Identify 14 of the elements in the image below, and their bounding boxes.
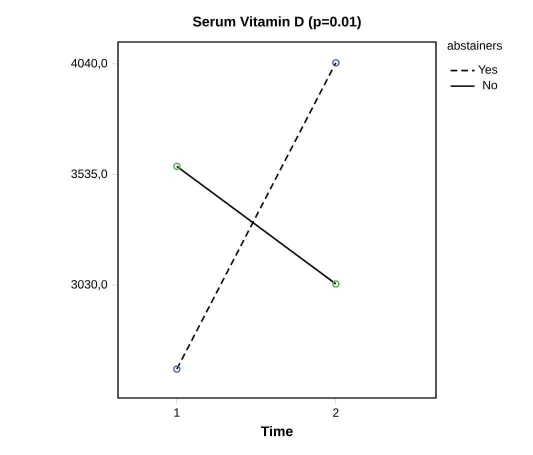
legend-title: abstainers <box>448 40 502 50</box>
point <box>332 280 340 288</box>
y-tick-label: 4040,0 <box>71 58 108 69</box>
y-tick-label: 3030,0 <box>71 280 108 290</box>
point <box>173 162 181 170</box>
point <box>332 59 340 67</box>
legend-label: Yes <box>478 65 498 74</box>
point <box>173 365 181 373</box>
x-tick-label: 2 <box>333 408 339 417</box>
y-tick-label: 3535,0 <box>71 170 108 180</box>
legend-label: No <box>483 80 498 90</box>
x-tick-label: 1 <box>174 408 180 417</box>
x-axis-title: Time <box>260 426 293 436</box>
chart-title: Serum Vitamin D (p=0.01) <box>192 16 361 30</box>
